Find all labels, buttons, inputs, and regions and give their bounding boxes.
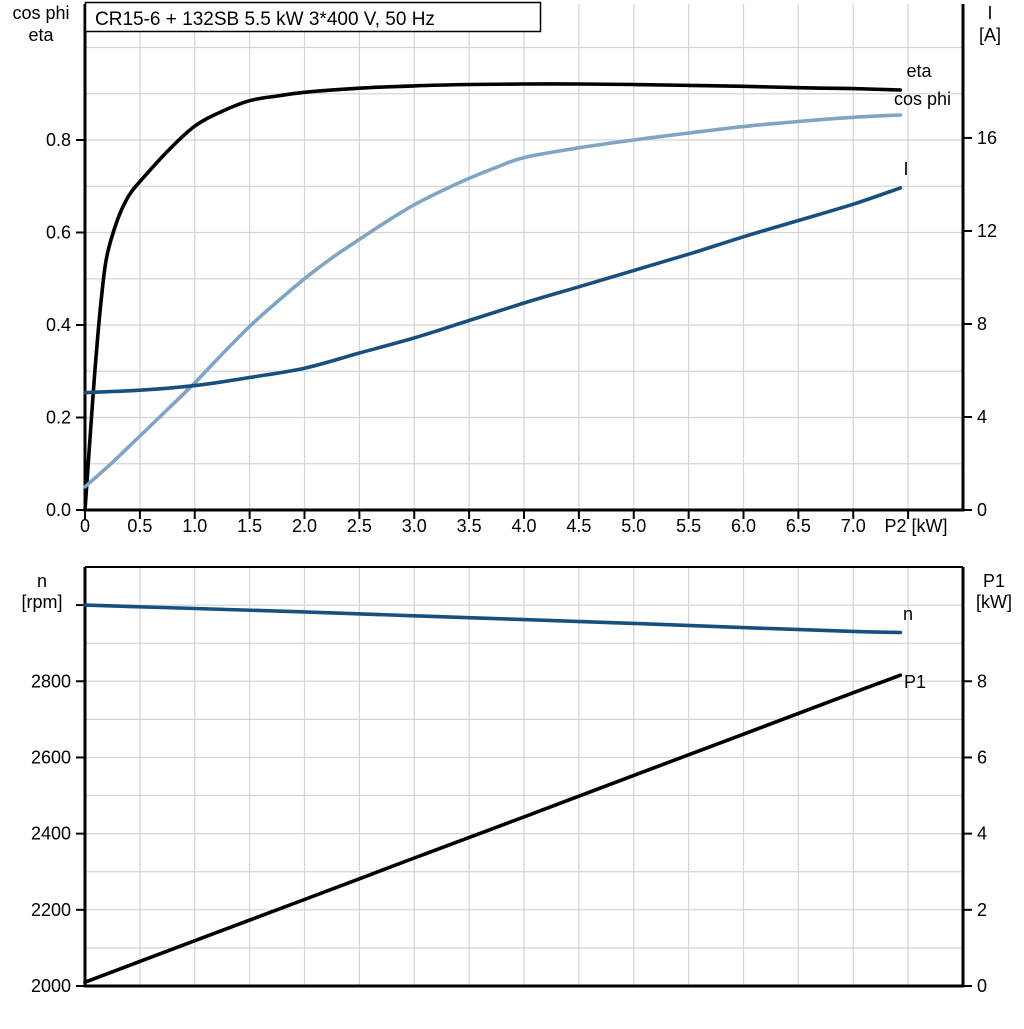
right-tick-label: 12 (977, 221, 997, 241)
right-tick-label: 0 (977, 976, 987, 996)
x-tick-label: 6.5 (786, 516, 811, 536)
x-tick-label: 5.5 (676, 516, 701, 536)
x-tick-label: 3.0 (402, 516, 427, 536)
chart-title-box: CR15-6 + 132SB 5.5 kW 3*400 V, 50 Hz (84, 1, 542, 33)
x-tick-label: 6.0 (731, 516, 756, 536)
x-tick-label: 0.5 (127, 516, 152, 536)
eta-curve-label: eta (906, 61, 932, 81)
x-axis-unit-label: P2 [kW] (884, 516, 947, 536)
left-axis-ticks: 0.0 0.2 0.4 0.6 0.8 (46, 130, 85, 520)
right-axis-title: P1 (983, 571, 1005, 591)
right-tick-label: 8 (977, 314, 987, 334)
x-tick-label: 3.5 (457, 516, 482, 536)
left-tick-label: 0.2 (46, 407, 71, 427)
x-tick-label: 2.0 (292, 516, 317, 536)
right-tick-label: 2 (977, 900, 987, 920)
left-tick-label: 0.8 (46, 130, 71, 150)
left-tick-label: 0.0 (46, 500, 71, 520)
right-tick-label: 6 (977, 747, 987, 767)
right-axis-title: I (987, 3, 992, 23)
grid (85, 567, 963, 986)
right-tick-label: 4 (977, 824, 987, 844)
left-axis-title: [rpm] (21, 592, 62, 612)
left-tick-label: 2000 (31, 976, 71, 996)
speed-curve-label: n (903, 604, 913, 624)
x-tick-label: 4.5 (566, 516, 591, 536)
x-tick-label: 0 (80, 516, 90, 536)
right-axis-title: [A] (979, 25, 1001, 45)
x-tick-label: 1.0 (182, 516, 207, 536)
right-axis-ticks: 0 4 8 12 16 (963, 128, 997, 520)
left-tick-label: 2200 (31, 900, 71, 920)
chart-title-border (84, 1, 542, 33)
chart-area-upper: 0 0.5 1.0 1.5 2.0 2.5 3.0 3.5 4.0 4.5 5.0 5.5 6.0 6.5… (12, 1, 1001, 536)
left-axis-ticks: 2000 2200 2400 2600 2800 (31, 604, 85, 996)
x-axis-ticks: 0 0.5 1.0 1.5 2.0 2.5 3.0 3.5 4.0 4.5 5.0 5.5 6.0 6.5… (80, 510, 948, 536)
right-tick-label: 8 (977, 671, 987, 691)
current-curve-label: I (903, 159, 908, 179)
left-axis-title: cos phi (12, 3, 69, 23)
left-axis-title: eta (28, 25, 54, 45)
left-tick-label: 2400 (31, 824, 71, 844)
left-axis-title: n (37, 571, 47, 591)
p1-curve (83, 673, 903, 984)
x-tick-label: 4.0 (511, 516, 536, 536)
right-axis-title: [kW] (976, 592, 1012, 612)
plot-frame (83, 566, 965, 988)
left-tick-label: 2800 (31, 671, 71, 691)
chart-title: CR15-6 + 132SB 5.5 kW 3*400 V, 50 Hz (95, 9, 435, 30)
right-axis-ticks: 0 2 4 6 8 (963, 671, 987, 996)
right-tick-label: 4 (977, 407, 987, 427)
cos-phi-curve (83, 113, 903, 489)
cos-phi-curve-label: cos phi (894, 89, 951, 109)
x-tick-label: 5.0 (621, 516, 646, 536)
left-tick-label: 2600 (31, 747, 71, 767)
speed-curve (83, 603, 903, 635)
current-curve (83, 186, 903, 395)
eta-curve (83, 82, 903, 512)
right-tick-label: 16 (977, 128, 997, 148)
x-tick-label: 2.5 (347, 516, 372, 536)
p1-curve-label: P1 (904, 672, 926, 692)
right-tick-label: 0 (977, 500, 987, 520)
x-tick-label: 7.0 (841, 516, 866, 536)
left-tick-label: 0.4 (46, 315, 71, 335)
grid (85, 4, 963, 510)
x-tick-label: 1.5 (237, 516, 262, 536)
left-tick-label: 0.6 (46, 222, 71, 242)
